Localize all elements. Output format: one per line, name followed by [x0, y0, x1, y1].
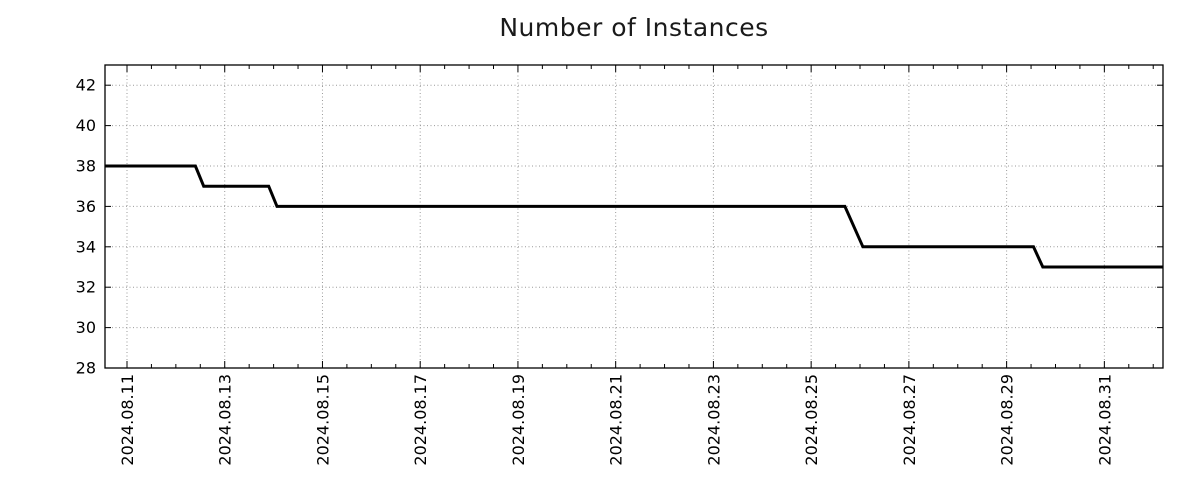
x-tick-label: 2024.08.13	[216, 374, 235, 466]
y-tick-label: 32	[76, 278, 96, 297]
tick-labels: 28 30 32 34 36 38 40 42 2024.08.11 2024.08.13 2024…	[76, 76, 1115, 466]
y-tick-label: 30	[76, 318, 96, 337]
x-tick-label: 2024.08.17	[411, 374, 430, 466]
x-tick-label: 2024.08.23	[704, 374, 723, 466]
y-tick-label: 28	[76, 359, 96, 378]
y-tick-label: 34	[76, 237, 96, 256]
series-line-instances	[105, 164, 1163, 269]
x-tick-label: 2024.08.31	[1095, 374, 1114, 466]
y-tick-label: 36	[76, 197, 96, 216]
y-tick-label: 42	[76, 76, 96, 95]
x-tick-label: 2024.08.27	[900, 374, 919, 466]
y-tick-label: 40	[76, 116, 96, 135]
gridlines	[105, 65, 1163, 369]
x-tick-label: 2024.08.25	[802, 374, 821, 466]
x-tick-label: 2024.08.15	[313, 374, 332, 466]
tick-marks	[105, 65, 1163, 369]
x-tick-label: 2024.08.11	[118, 374, 137, 466]
x-tick-label: 2024.08.19	[509, 374, 528, 466]
plot-border	[104, 64, 1164, 369]
y-tick-label: 38	[76, 157, 96, 176]
chart-title: Number of Instances	[499, 13, 769, 42]
x-tick-label: 2024.08.21	[607, 374, 626, 466]
x-tick-label: 2024.08.29	[998, 374, 1017, 466]
